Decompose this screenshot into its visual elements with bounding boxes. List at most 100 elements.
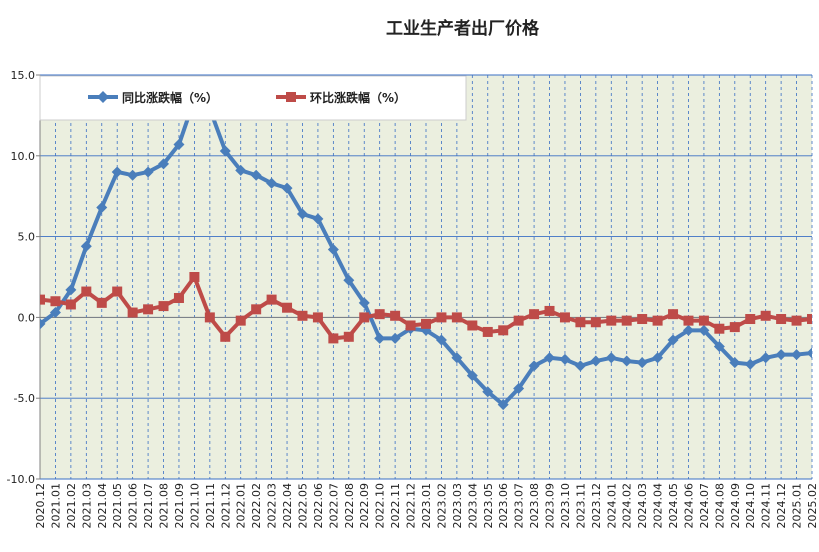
x-tick-label: 2024.04 [652, 483, 665, 529]
data-point [559, 353, 571, 365]
data-point [590, 355, 602, 367]
data-point [791, 315, 802, 326]
x-tick-label: 2022.09 [358, 483, 371, 529]
data-point [358, 297, 370, 309]
x-tick-label: 2024.05 [667, 483, 680, 529]
x-tick-label: 2024.06 [682, 483, 695, 529]
x-tick-label: 2022.02 [250, 483, 263, 529]
x-tick-label: 2024.01 [605, 483, 618, 529]
data-point [127, 307, 138, 318]
data-point [683, 315, 694, 326]
x-tick-label: 2020.12 [34, 483, 47, 529]
x-tick-label: 2021.06 [127, 483, 140, 529]
x-tick-label: 2024.07 [698, 483, 711, 529]
data-point [698, 315, 709, 326]
data-point [235, 315, 246, 326]
data-point [605, 352, 617, 364]
x-tick-label: 2024.11 [760, 483, 773, 529]
data-point [65, 284, 77, 296]
data-point [482, 326, 493, 337]
legend: 同比涨跌幅（%） 环比涨跌幅（%） [39, 75, 467, 121]
data-point [652, 352, 664, 364]
x-tick-label: 2022.06 [312, 483, 325, 529]
data-point [143, 304, 154, 315]
data-point [40, 294, 45, 305]
data-point [621, 355, 633, 367]
x-tick-label: 2021.01 [49, 483, 62, 529]
data-point [405, 320, 416, 331]
data-point [235, 164, 247, 176]
x-tick-label: 2022.12 [405, 483, 418, 529]
data-point [682, 324, 694, 336]
data-point [436, 312, 447, 323]
data-point [745, 314, 756, 325]
data-point [327, 244, 339, 256]
y-tick-label: 5.0 [18, 231, 36, 244]
x-tick-label: 2022.07 [327, 483, 340, 529]
x-tick-label: 2021.02 [65, 483, 78, 529]
y-tick-label: -5.0 [14, 392, 35, 405]
data-point [297, 310, 308, 321]
data-point [544, 305, 555, 316]
data-point [390, 310, 401, 321]
series-2 [40, 272, 812, 344]
data-point [652, 315, 663, 326]
data-point [466, 370, 478, 382]
x-tick-label: 2025.01 [791, 483, 804, 529]
data-point [127, 169, 139, 181]
y-axis-ticks: 15.0 10.0 5.0 0.0 -5.0 -10.0 [7, 69, 40, 486]
x-tick-label: 2021.10 [188, 483, 201, 529]
data-point [312, 312, 323, 323]
data-point [266, 294, 277, 305]
data-point [158, 158, 170, 170]
legend-marker [286, 92, 296, 102]
data-point [606, 315, 617, 326]
data-point [65, 299, 76, 310]
data-point [96, 202, 108, 214]
data-point [559, 312, 570, 323]
data-point [497, 399, 509, 411]
data-point [667, 334, 679, 346]
data-point [96, 297, 107, 308]
data-point [698, 324, 710, 336]
data-point [296, 208, 308, 220]
data-point [513, 315, 524, 326]
data-point [714, 323, 725, 334]
data-point [142, 166, 154, 178]
x-tick-label: 2024.12 [775, 483, 788, 529]
data-point [50, 296, 61, 307]
x-tick-label: 2023.02 [435, 483, 448, 529]
x-tick-label: 2021.09 [173, 483, 186, 529]
x-axis-ticks: 2020.12 2021.01 2021.02 2021.03 2021.04 2021.… [34, 483, 819, 529]
data-point [112, 286, 123, 297]
data-point [791, 349, 803, 361]
y-tick-label: 0.0 [18, 311, 36, 324]
x-tick-label: 2022.10 [374, 483, 387, 529]
chart-title: 工业生产者出厂价格 [386, 19, 539, 39]
x-tick-label: 2023.07 [513, 483, 526, 529]
data-point [807, 314, 812, 325]
data-point [343, 274, 355, 286]
x-tick-label: 2022.08 [343, 483, 356, 529]
x-tick-label: 2024.03 [636, 483, 649, 529]
x-tick-label: 2023.03 [451, 483, 464, 529]
series-group [40, 93, 812, 411]
data-point [451, 352, 463, 364]
data-point [328, 333, 339, 344]
data-point [389, 332, 401, 344]
data-point [529, 309, 540, 320]
data-point [359, 312, 370, 323]
y-tick-label: 10.0 [11, 150, 36, 163]
data-point [281, 182, 293, 194]
data-point [49, 307, 61, 319]
x-tick-label: 2023.04 [466, 483, 479, 529]
data-point [776, 314, 787, 325]
x-tick-label: 2021.03 [80, 483, 93, 529]
data-point [713, 340, 725, 352]
x-tick-label: 2023.12 [590, 483, 603, 529]
data-point [111, 166, 123, 178]
x-tick-label: 2021.04 [96, 483, 109, 529]
data-point [744, 358, 756, 370]
data-point [482, 386, 494, 398]
